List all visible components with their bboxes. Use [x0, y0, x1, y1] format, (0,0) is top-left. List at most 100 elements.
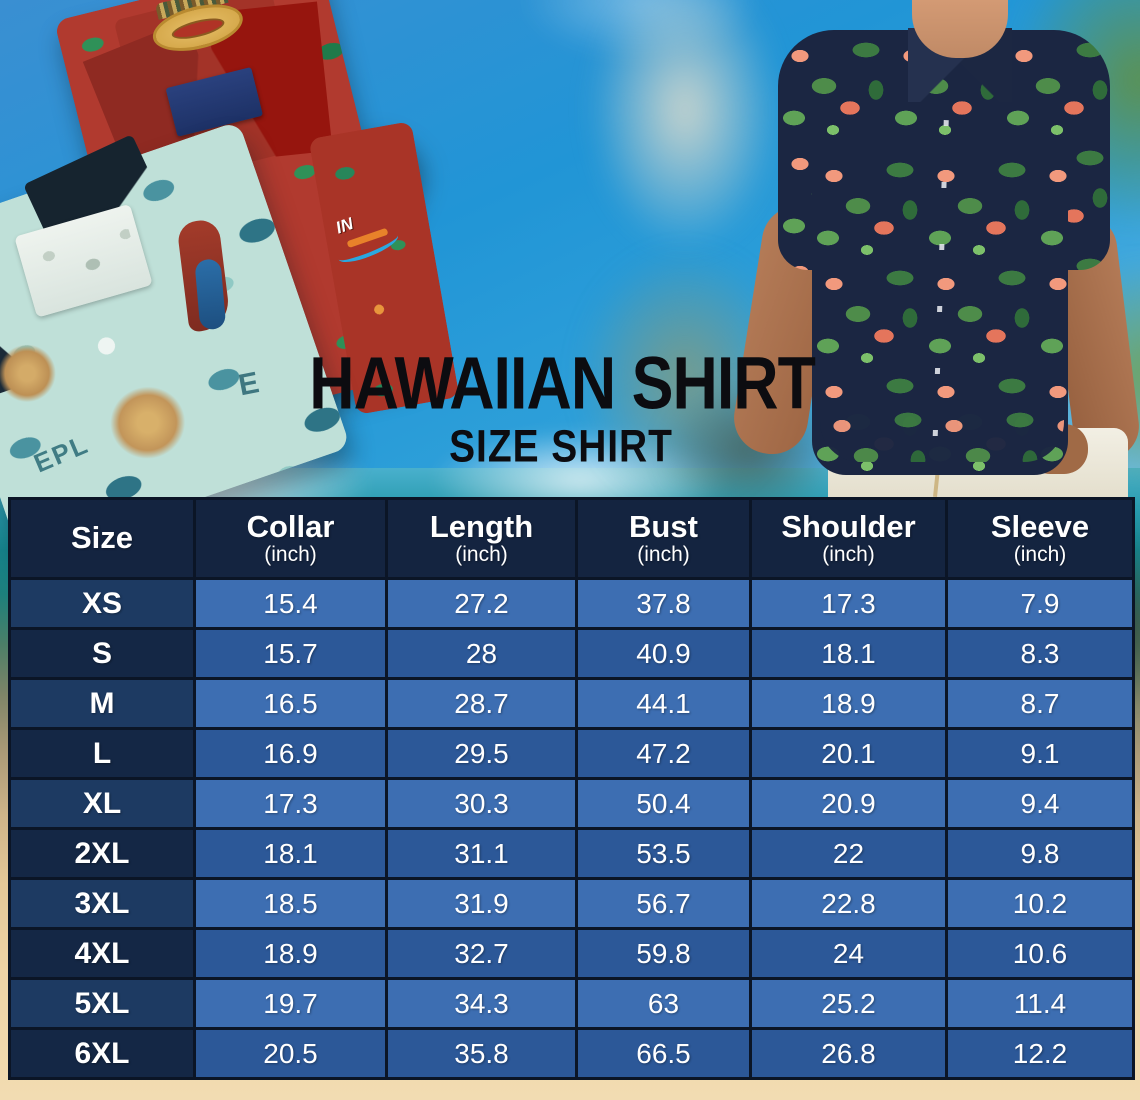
value-cell: 9.1: [945, 727, 1135, 780]
flamingo-shirt-hem: [820, 400, 1064, 462]
value-cell: 37.8: [575, 577, 752, 630]
model-photo: [728, 0, 1140, 498]
column-header-label: Bust: [629, 508, 698, 544]
column-header-unit: (inch): [1013, 543, 1067, 567]
value-cell: 18.1: [749, 627, 948, 680]
value-cell: 40.9: [575, 627, 752, 680]
value-cell: 18.1: [193, 827, 388, 880]
value-cell: 18.9: [749, 677, 948, 730]
table-row: 2XL 18.1 31.1 53.5 22 9.8: [8, 827, 1135, 880]
value-cell: 56.7: [575, 877, 752, 930]
value-cell: 17.3: [749, 577, 948, 630]
value-cell: 35.8: [385, 1027, 578, 1080]
value-cell: 63: [575, 977, 752, 1030]
page-title: HAWAIIAN SHIRT: [309, 341, 816, 425]
teal-shirt-print-text: EPL: [29, 428, 94, 479]
value-cell: 26.8: [749, 1027, 948, 1080]
size-cell: L: [8, 727, 196, 780]
value-cell: 24: [749, 927, 948, 980]
teal-shirt-pocket: [14, 203, 153, 318]
value-cell: 12.2: [945, 1027, 1135, 1080]
column-header: Length (inch): [385, 497, 578, 580]
column-header: Size: [8, 497, 196, 580]
value-cell: 50.4: [575, 777, 752, 830]
column-header-unit: (inch): [637, 543, 690, 567]
value-cell: 20.1: [749, 727, 948, 780]
value-cell: 15.4: [193, 577, 388, 630]
column-header: Bust (inch): [575, 497, 752, 580]
size-table: Size Collar (inch) Length (inch) Bust (inch) Sh…: [8, 497, 1135, 1080]
red-shirt-gold-badge-center: [169, 14, 227, 43]
size-cell: 2XL: [8, 827, 196, 880]
value-cell: 15.7: [193, 627, 388, 680]
title-block: HAWAIIAN SHIRT SIZE SHIRT: [296, 341, 826, 472]
value-cell: 28: [385, 627, 578, 680]
value-cell: 18.5: [193, 877, 388, 930]
hibiscus-flower-print: [0, 322, 78, 425]
value-cell: 8.7: [945, 677, 1135, 730]
table-row: XS 15.4 27.2 37.8 17.3 7.9: [8, 577, 1135, 630]
value-cell: 25.2: [749, 977, 948, 1030]
value-cell: 44.1: [575, 677, 752, 730]
table-row: 3XL 18.5 31.9 56.7 22.8 10.2: [8, 877, 1135, 930]
column-header-label: Collar: [246, 508, 335, 544]
value-cell: 16.5: [193, 677, 388, 730]
value-cell: 22: [749, 827, 948, 880]
size-cell: XL: [8, 777, 196, 830]
size-cell: S: [8, 627, 196, 680]
size-cell: 3XL: [8, 877, 196, 930]
value-cell: 17.3: [193, 777, 388, 830]
table-row: 4XL 18.9 32.7 59.8 24 10.6: [8, 927, 1135, 980]
teal-shirt-print-text: E: [235, 366, 262, 403]
column-header-label: Shoulder: [781, 508, 916, 544]
value-cell: 27.2: [385, 577, 578, 630]
value-cell: 22.8: [749, 877, 948, 930]
size-table-body: XS 15.4 27.2 37.8 17.3 7.9 S 15.7 28 40.9 18.1 8.3 M…: [8, 577, 1135, 1080]
column-header: Sleeve (inch): [945, 497, 1135, 580]
teal-pocket-print: [24, 213, 143, 308]
value-cell: 59.8: [575, 927, 752, 980]
value-cell: 31.9: [385, 877, 578, 930]
value-cell: 10.2: [945, 877, 1135, 930]
blurred-palm-trunk: [590, 0, 780, 250]
size-cell: M: [8, 677, 196, 730]
sleeve-logo-text: IN: [333, 213, 356, 238]
value-cell: 16.9: [193, 727, 388, 780]
column-header: Shoulder (inch): [749, 497, 948, 580]
value-cell: 8.3: [945, 627, 1135, 680]
table-row: 5XL 19.7 34.3 63 25.2 11.4: [8, 977, 1135, 1030]
hibiscus-flower-print: [88, 365, 207, 481]
size-cell: 6XL: [8, 1027, 196, 1080]
header-row: Size Collar (inch) Length (inch) Bust (inch) Sh…: [8, 497, 1135, 580]
value-cell: 7.9: [945, 577, 1135, 630]
column-header: Collar (inch): [193, 497, 388, 580]
size-cell: 5XL: [8, 977, 196, 1030]
value-cell: 30.3: [385, 777, 578, 830]
size-table-header: Size Collar (inch) Length (inch) Bust (inch) Sh…: [8, 497, 1135, 580]
value-cell: 9.4: [945, 777, 1135, 830]
table-row: XL 17.3 30.3 50.4 20.9 9.4: [8, 777, 1135, 830]
table-row: 6XL 20.5 35.8 66.5 26.8 12.2: [8, 1027, 1135, 1080]
value-cell: 11.4: [945, 977, 1135, 1030]
page-subtitle: SIZE SHIRT: [449, 421, 673, 472]
value-cell: 47.2: [575, 727, 752, 780]
column-header-unit: (inch): [822, 543, 875, 567]
column-header-label: Length: [429, 508, 534, 544]
value-cell: 19.7: [193, 977, 388, 1030]
column-header-label: Size: [70, 520, 134, 556]
size-cell: 4XL: [8, 927, 196, 980]
column-header-unit: (inch): [455, 543, 508, 567]
value-cell: 10.6: [945, 927, 1135, 980]
table-row: S 15.7 28 40.9 18.1 8.3: [8, 627, 1135, 680]
value-cell: 20.5: [193, 1027, 388, 1080]
value-cell: 28.7: [385, 677, 578, 730]
value-cell: 20.9: [749, 777, 948, 830]
value-cell: 32.7: [385, 927, 578, 980]
table-row: M 16.5 28.7 44.1 18.9 8.7: [8, 677, 1135, 730]
value-cell: 34.3: [385, 977, 578, 1030]
value-cell: 29.5: [385, 727, 578, 780]
size-cell: XS: [8, 577, 196, 630]
value-cell: 18.9: [193, 927, 388, 980]
column-header-label: Sleeve: [990, 508, 1090, 544]
